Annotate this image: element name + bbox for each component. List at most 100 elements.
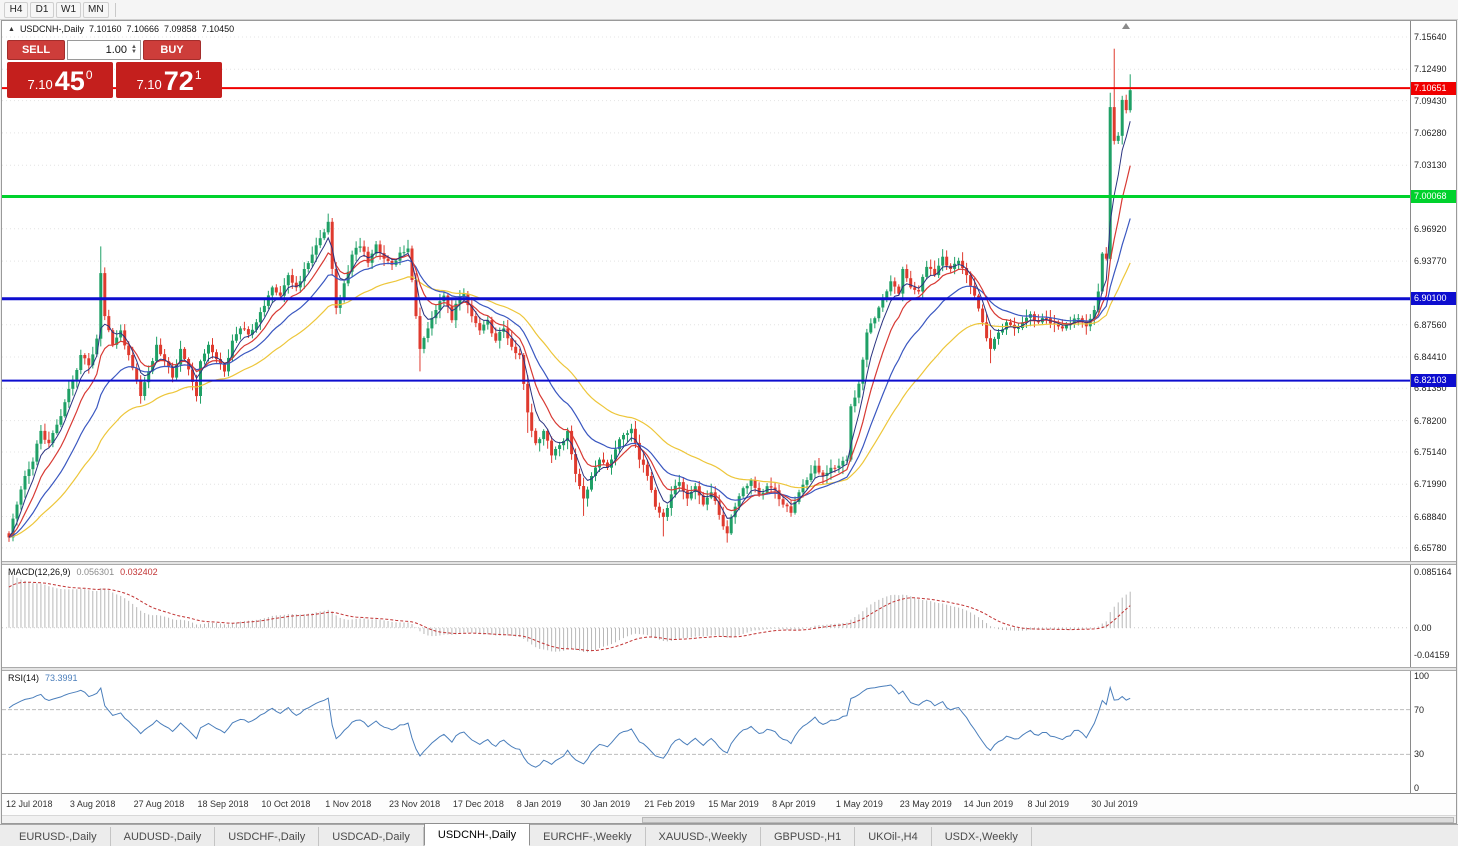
time-axis-label: 15 Mar 2019 [708,799,759,809]
time-axis-label: 27 Aug 2018 [133,799,185,809]
price-line-badge: 7.10651 [1411,81,1456,95]
chart-tab-usdchf-daily[interactable]: USDCHF-,Daily [215,827,320,846]
chart-tab-xauusd-weekly[interactable]: XAUUSD-,Weekly [645,827,761,846]
price-tick-label: 7.12490 [1414,64,1447,75]
price-tick-label: 6.65780 [1414,542,1447,553]
chart-shift-marker-icon[interactable] [1122,23,1130,29]
timeframe-button-h4[interactable]: H4 [4,1,28,18]
rsi-axis-label: 70 [1414,704,1425,715]
time-axis-label: 23 Nov 2018 [389,799,441,809]
one-click-trading-widget: SELL 1.00 ▲ ▼ BUY 7.10 45 0 7.10 72 1 [7,40,222,98]
time-axis-label: 17 Dec 2018 [452,799,504,809]
rsi-axis-label: 30 [1414,749,1425,760]
ask-price-big: 72 [163,66,194,96]
ohlc-open: 7.10160 [88,24,122,34]
macd-label: MACD(12,26,9) 0.056301 0.032402 [8,567,158,577]
volume-value: 1.00 [105,44,128,56]
macd-axis-label: 0.085164 [1414,566,1452,577]
ask-price-pip: 1 [194,68,202,82]
time-axis-label: 30 Jul 2019 [1091,799,1138,809]
macd-title: MACD(12,26,9) [8,567,71,577]
ask-price-main: 7.10 [136,77,162,92]
price-tick-label: 6.71990 [1414,479,1447,490]
price-tick-label: 6.75140 [1414,446,1447,457]
ohlc-low: 7.09858 [164,24,197,34]
ohlc-high: 7.10666 [126,24,160,34]
price-tick-label: 6.87560 [1414,319,1447,330]
time-axis-label: 1 May 2019 [835,799,883,809]
rsi-label: RSI(14) 73.3991 [8,673,78,683]
price-tick-label: 6.78200 [1414,415,1447,426]
price-tick-label: 6.93770 [1414,256,1447,267]
volume-stepper[interactable]: 1.00 ▲ ▼ [67,40,141,60]
macd-main-value: 0.056301 [76,567,115,577]
price-tick-label: 7.03130 [1414,160,1447,171]
ohlc-close: 7.10450 [201,24,235,34]
price-tick-label: 6.81350 [1414,383,1447,394]
time-axis[interactable]: 12 Jul 2018 3 Aug 2018 27 Aug 2018 18 Sep 2… [2,793,1456,815]
rsi-value: 73.3991 [45,673,78,683]
time-axis-label: 23 May 2019 [899,799,952,809]
rsi-chart-svg[interactable] [2,671,1410,793]
chart-tab-usdcad-daily[interactable]: USDCAD-,Daily [319,827,424,846]
price-tick-label: 7.09430 [1414,95,1447,106]
symbol-name: USDCNH-,Daily [19,24,84,34]
chart-tab-usdx-weekly[interactable]: USDX-,Weekly [931,827,1032,846]
time-axis-label: 3 Aug 2018 [69,799,116,809]
time-axis-label: 14 Jun 2019 [963,799,1014,809]
scrollbar-thumb[interactable] [642,817,1454,823]
collapse-arrow-icon[interactable]: ▲ [8,25,15,33]
timeframe-toolbar: H4 D1 W1 MN [0,0,1458,20]
macd-signal-value: 0.032402 [120,567,158,577]
chart-tab-bar: EURUSD-,Daily AUDUSD-,Daily USDCHF-,Daily U… [0,823,1458,846]
price-line-badge: 6.82103 [1411,374,1456,388]
bid-price-big: 45 [54,66,85,96]
rsi-title: RSI(14) [8,673,40,683]
rsi-axis-label: 0 [1414,783,1420,793]
volume-spinner-arrows-icon[interactable]: ▲ ▼ [131,44,137,55]
timeframe-button-d1[interactable]: D1 [30,1,54,18]
sell-price-box[interactable]: 7.10 45 0 [7,62,113,98]
price-pane[interactable]: ▲ USDCNH-,Daily 7.10160 7.10666 7.09858 … [2,21,1410,561]
rsi-pane[interactable]: RSI(14) 73.3991 [2,671,1410,793]
chart-tab-audusd-daily[interactable]: AUDUSD-,Daily [110,827,216,846]
pane-separator[interactable] [2,667,1456,671]
timeframe-button-w1[interactable]: W1 [56,1,81,18]
pane-separator[interactable] [2,561,1456,565]
time-axis-label: 18 Sep 2018 [197,799,249,809]
buy-price-box[interactable]: 7.10 72 1 [116,62,222,98]
chart-tab-gbpusd-h1[interactable]: GBPUSD-,H1 [760,827,856,846]
symbol-header: ▲ USDCNH-,Daily 7.10160 7.10666 7.09858 … [8,24,234,34]
time-axis-label: 21 Feb 2019 [644,799,695,809]
price-line-badge: 6.90100 [1411,292,1456,306]
price-tick-label: 6.84410 [1414,351,1447,362]
time-axis-label: 8 Apr 2019 [772,799,816,809]
bid-price-main: 7.10 [27,77,53,92]
macd-axis-label: 0.00 [1414,622,1432,633]
macd-pane[interactable]: MACD(12,26,9) 0.056301 0.032402 [2,565,1410,667]
price-tick-label: 7.06280 [1414,127,1447,138]
timeframe-button-mn[interactable]: MN [83,1,109,18]
macd-chart-svg[interactable] [2,565,1410,667]
time-axis-label: 8 Jul 2019 [1027,799,1069,809]
horizontal-scrollbar[interactable] [2,815,1456,823]
rsi-axis-label: 100 [1414,671,1430,681]
chart-tab-eurusd-daily[interactable]: EURUSD-,Daily [6,827,111,846]
time-axis-label: 1 Nov 2018 [325,799,372,809]
macd-axis-label: -0.04159 [1414,650,1450,661]
price-tick-label: 6.96920 [1414,223,1447,234]
chart-tab-eurchf-weekly[interactable]: EURCHF-,Weekly [530,827,646,846]
chart-window: ▲ USDCNH-,Daily 7.10160 7.10666 7.09858 … [1,20,1457,824]
price-line-badge: 7.00068 [1411,190,1456,204]
sell-button[interactable]: SELL [7,40,65,60]
chart-tab-ukoil-h4[interactable]: UKOil-,H4 [855,827,932,846]
time-axis-label: 30 Jan 2019 [580,799,631,809]
chart-tab-usdcnh-daily[interactable]: USDCNH-,Daily [423,823,531,846]
price-chart-svg[interactable] [2,21,1410,561]
time-axis-label: 8 Jan 2019 [516,799,562,809]
price-tick-label: 7.15640 [1414,31,1447,42]
buy-button[interactable]: BUY [143,40,201,60]
price-axis[interactable]: 7.15640 7.12490 7.09430 7.06280 7.03130 6.969… [1410,21,1456,793]
bid-price-pip: 0 [85,68,93,82]
